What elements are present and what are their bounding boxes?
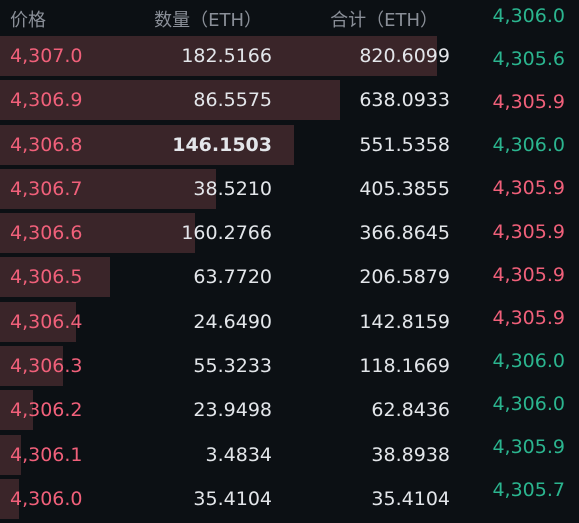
ask-price: 4,306.1	[10, 443, 83, 466]
ask-price: 4,306.5	[10, 266, 83, 289]
ask-row[interactable]: 4,306.4 24.6490 142.8159	[0, 301, 470, 346]
depth-bar	[0, 346, 63, 387]
ask-price: 4,306.9	[10, 89, 83, 112]
ask-total: 820.6099	[359, 45, 450, 67]
trade-price: 4,305.9	[492, 263, 565, 286]
ask-total: 62.8436	[371, 399, 450, 422]
ask-row[interactable]: 4,306.9 86.5575 638.0933	[0, 80, 470, 124]
trade-price: 4,305.9	[492, 91, 565, 114]
ask-quantity: 38.5210	[193, 177, 272, 200]
ask-row[interactable]: 4,306.0 35.4104 35.4104	[0, 478, 470, 523]
ask-row[interactable]: 4,306.6 160.2766 366.8645	[0, 213, 470, 257]
ask-price: 4,307.0	[10, 45, 83, 67]
ask-price: 4,306.0	[10, 487, 83, 510]
ask-total: 38.8938	[371, 443, 450, 466]
ask-quantity: 23.9498	[193, 399, 272, 422]
depth-bar	[0, 434, 21, 475]
ask-price: 4,306.2	[10, 399, 83, 422]
ask-total: 142.8159	[359, 310, 450, 333]
depth-bar	[0, 301, 76, 342]
trade-price: 4,305.7	[492, 479, 565, 502]
ask-row[interactable]: 4,306.5 63.7720 206.5879	[0, 257, 470, 301]
ask-row[interactable]: 4,306.1 3.4834 38.8938	[0, 434, 470, 479]
depth-bar	[0, 36, 437, 76]
total-column-header: 合计（ETH）	[330, 10, 438, 31]
ask-row[interactable]: 4,306.2 23.9498 62.8436	[0, 390, 470, 434]
trade-price: 4,305.9	[492, 177, 565, 200]
ask-order-book: 4,307.0 182.5166 820.6099 4,306.9 86.5575 638…	[0, 36, 470, 523]
ask-quantity: 63.7720	[193, 266, 272, 289]
depth-bar	[0, 478, 19, 519]
trade-price: 4,306.0	[492, 134, 565, 157]
depth-bar	[0, 390, 33, 431]
ask-quantity: 160.2766	[181, 222, 272, 245]
ask-total: 35.4104	[371, 487, 450, 510]
ask-row[interactable]: 4,306.7 38.5210 405.3855	[0, 168, 470, 213]
ask-quantity: 55.3233	[193, 355, 272, 378]
ask-price: 4,306.7	[10, 177, 83, 200]
trade-price: 4,306.0	[492, 5, 565, 27]
trade-price: 4,306.0	[492, 392, 565, 415]
ask-quantity: 146.1503	[172, 133, 272, 156]
depth-bar	[0, 168, 216, 209]
trade-price: 4,305.9	[492, 436, 565, 458]
price-column-header: 价格	[10, 10, 46, 31]
ask-quantity: 3.4834	[205, 443, 272, 466]
ask-quantity: 35.4104	[193, 487, 272, 510]
depth-bar	[0, 80, 340, 121]
depth-bar	[0, 257, 110, 298]
trade-price: 4,305.9	[492, 306, 565, 329]
ask-quantity: 24.6490	[193, 310, 272, 333]
ask-total: 118.1669	[359, 355, 450, 378]
ask-quantity: 86.5575	[193, 89, 272, 112]
ask-row[interactable]: 4,306.3 55.3233 118.1669	[0, 346, 470, 390]
ask-total: 206.5879	[359, 266, 450, 289]
ask-total: 638.0933	[359, 89, 450, 112]
ask-row[interactable]: 4,306.8 146.1503 551.5358	[0, 124, 470, 169]
ask-price: 4,306.6	[10, 222, 83, 245]
ask-total: 366.8645	[359, 222, 450, 245]
depth-bar	[0, 213, 195, 254]
ask-total: 551.5358	[359, 133, 450, 156]
ask-quantity: 182.5166	[181, 45, 272, 67]
quantity-column-header: 数量（ETH）	[154, 10, 262, 31]
ask-price: 4,306.8	[10, 133, 83, 156]
trade-price: 4,305.6	[492, 48, 565, 71]
ask-price: 4,306.4	[10, 310, 83, 333]
ask-price: 4,306.3	[10, 355, 83, 378]
ask-total: 405.3855	[359, 177, 450, 200]
ask-row[interactable]: 4,307.0 182.5166 820.6099	[0, 36, 470, 80]
trade-price: 4,306.0	[492, 349, 565, 372]
orderbook-header: 价格 数量（ETH） 合计（ETH）	[0, 0, 470, 36]
depth-bar	[0, 124, 294, 165]
trade-price: 4,305.9	[492, 220, 565, 243]
